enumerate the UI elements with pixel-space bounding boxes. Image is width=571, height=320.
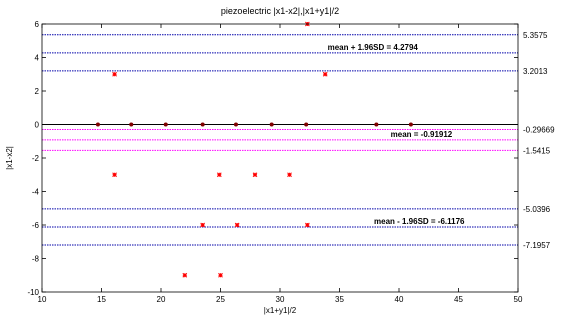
x-tick-label: 50 <box>514 295 523 304</box>
data-point <box>95 122 100 127</box>
y-tick-label: -10 <box>27 288 39 297</box>
data-point <box>233 122 238 127</box>
annotation: mean + 1.96SD = 4.2794 <box>328 43 419 52</box>
data-point <box>218 272 223 278</box>
data-point <box>112 71 117 77</box>
data-point <box>305 222 310 228</box>
data-point <box>112 172 117 178</box>
x-axis-label: |x1+y1|/2 <box>264 306 297 315</box>
reference-line-label: 5.3575 <box>523 31 548 40</box>
reference-line-label: -7.1957 <box>523 241 551 250</box>
data-point <box>287 172 292 178</box>
x-axis-ticks: 10 15 20 25 30 35 40 45 50 <box>38 24 523 304</box>
data-point <box>269 122 274 127</box>
data-point <box>322 71 328 77</box>
annotation: mean = -0.91912 <box>391 130 453 139</box>
y-tick-label: 4 <box>35 54 40 63</box>
plot-background <box>42 24 518 292</box>
y-tick-label: 0 <box>35 121 40 130</box>
y-tick-label: -2 <box>32 154 40 163</box>
annotations: mean + 1.96SD = 4.2794 mean = -0.91912 mea… <box>328 43 465 226</box>
chart-title: piezoelectric |x1-x2|,|x1+y1|/2 <box>221 6 339 16</box>
data-point <box>200 122 205 127</box>
y-tick-label: -4 <box>32 188 40 197</box>
y-tick-label: -8 <box>32 255 40 264</box>
x-tick-label: 10 <box>38 295 47 304</box>
y-tick-label: 2 <box>35 87 40 96</box>
x-tick-label: 20 <box>157 295 166 304</box>
data-point <box>200 222 206 228</box>
data-point <box>216 172 222 178</box>
y-axis-ticks: -10 -8 -6 -4 -2 0 2 4 6 <box>27 20 518 297</box>
reference-line-labels: 5.3575 3.2013 -0.29669 -1.5415 -5.0396 -7.195… <box>523 31 555 250</box>
data-point <box>163 122 168 127</box>
x-tick-label: 25 <box>216 295 225 304</box>
reference-lines <box>42 34 518 246</box>
y-tick-label: 6 <box>35 20 40 29</box>
data-point <box>234 222 240 228</box>
annotation: mean - 1.96SD = -6.1176 <box>374 217 465 226</box>
reference-line-label: -5.0396 <box>523 205 551 214</box>
data-point <box>374 122 379 127</box>
x-tick-label: 35 <box>335 295 344 304</box>
data-point <box>252 172 258 178</box>
x-tick-label: 15 <box>97 295 106 304</box>
x-tick-label: 40 <box>395 295 404 304</box>
data-point <box>129 122 134 127</box>
data-point <box>182 272 188 278</box>
data-point <box>408 122 413 127</box>
x-tick-label: 45 <box>454 295 463 304</box>
reference-line-label: -1.5415 <box>523 146 551 155</box>
reference-line-label: -0.29669 <box>523 125 555 134</box>
reference-line-label: 3.2013 <box>523 67 548 76</box>
y-tick-label: -6 <box>32 221 40 230</box>
y-axis-label: |x1-x2| <box>5 146 14 170</box>
x-tick-label: 30 <box>276 295 285 304</box>
data-point <box>304 122 309 127</box>
